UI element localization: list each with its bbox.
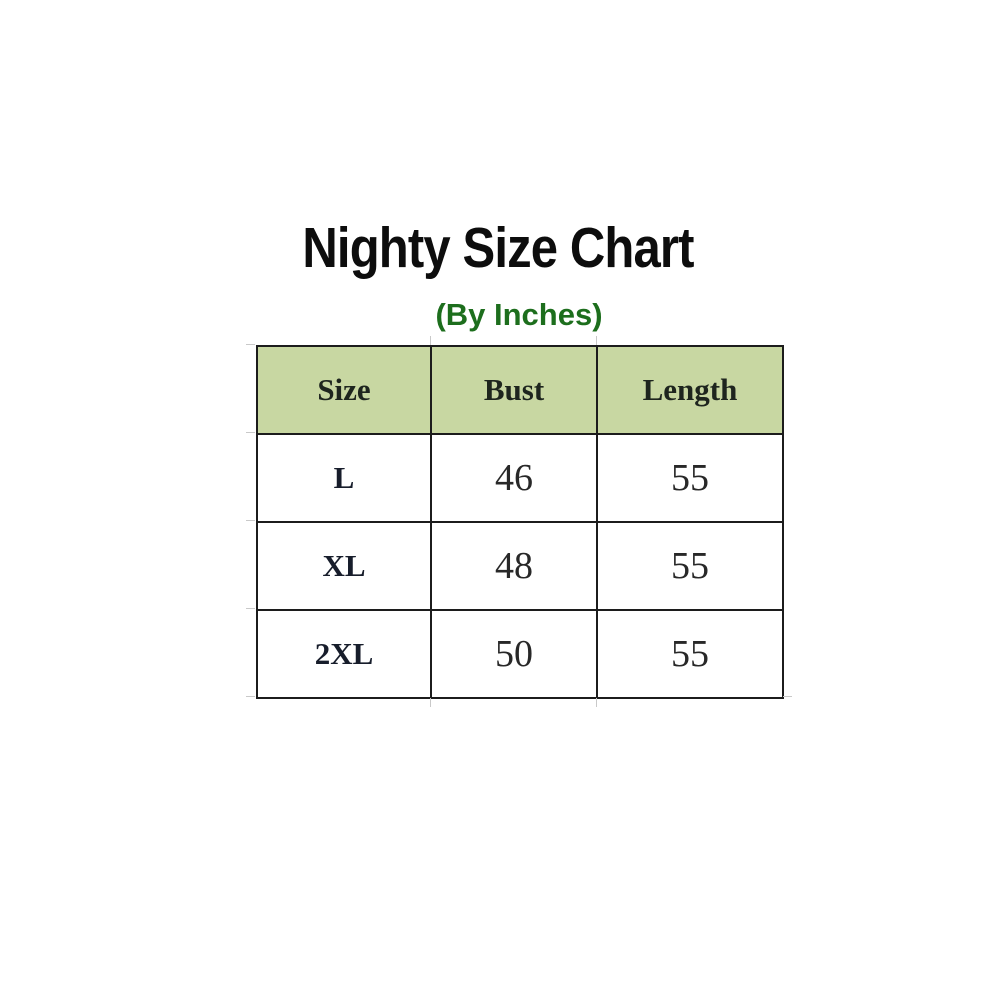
gridline-tick (246, 344, 255, 345)
gridline-tick (246, 520, 255, 521)
size-label-xl: XL (256, 521, 432, 611)
table-row: XL 48 55 (256, 521, 784, 611)
size-label-2xl: 2XL (256, 609, 432, 699)
gridline-tick (596, 336, 597, 345)
size-label-l: L (256, 433, 432, 523)
bust-value-l: 46 (430, 433, 598, 523)
table-row: L 46 55 (256, 433, 784, 523)
table-header-row: Size Bust Length (256, 345, 784, 435)
table-row: 2XL 50 55 (256, 609, 784, 699)
bust-value-xl: 48 (430, 521, 598, 611)
gridline-tick (596, 698, 597, 707)
gridline-tick (430, 698, 431, 707)
gridline-tick (246, 608, 255, 609)
column-header-size: Size (256, 345, 432, 435)
column-header-length: Length (596, 345, 784, 435)
size-chart-table: Size Bust Length L 46 55 XL 48 55 2XL 50… (256, 345, 784, 699)
gridline-tick (783, 696, 792, 697)
page-subtitle: (By Inches) (435, 297, 603, 332)
gridline-tick (430, 336, 431, 345)
bust-value-2xl: 50 (430, 609, 598, 699)
gridline-tick (246, 432, 255, 433)
column-header-bust: Bust (430, 345, 598, 435)
length-value-xl: 55 (596, 521, 784, 611)
page-title: Nighty Size Chart (302, 216, 694, 280)
length-value-2xl: 55 (596, 609, 784, 699)
gridline-tick (246, 696, 255, 697)
length-value-l: 55 (596, 433, 784, 523)
